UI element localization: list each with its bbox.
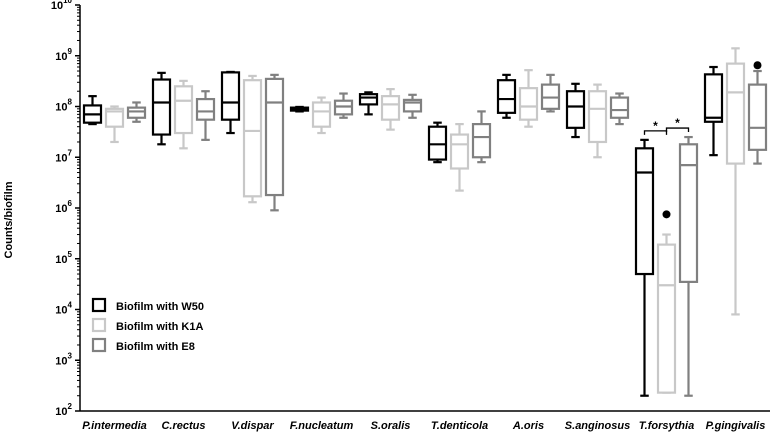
category-label: T.denticola xyxy=(431,420,488,432)
box-1-9 xyxy=(725,47,746,316)
y-tick-label: 102 xyxy=(55,402,72,418)
box-iqr xyxy=(104,107,125,128)
box-iqr xyxy=(609,96,630,119)
box-0-0 xyxy=(82,95,103,126)
significance-markers: * * xyxy=(643,116,690,135)
category-label: F.nucleatum xyxy=(290,420,354,432)
box-iqr xyxy=(195,97,216,121)
box-iqr xyxy=(126,106,147,119)
category-label: C.rectus xyxy=(161,420,205,432)
box-1-4 xyxy=(380,88,401,131)
y-tick-labels: 102 103 104 105 106 107 108 109 1010 xyxy=(51,0,80,418)
legend-swatch xyxy=(91,317,107,333)
box-iqr xyxy=(496,79,517,114)
significance-bracket: * xyxy=(643,119,668,135)
box-iqr xyxy=(242,79,263,198)
legend-swatch xyxy=(91,337,107,353)
box-1-5 xyxy=(449,122,470,192)
box-iqr xyxy=(747,83,768,151)
box-0-8 xyxy=(634,138,655,397)
y-tick-label: 105 xyxy=(55,250,72,266)
box-1-6 xyxy=(518,69,539,128)
category-label: S.oralis xyxy=(371,420,411,432)
category-label: P.intermedia xyxy=(82,420,147,432)
outlier-point xyxy=(753,61,762,70)
box-1-8 xyxy=(656,233,677,394)
box-2-4 xyxy=(402,93,423,119)
box-2-8 xyxy=(678,135,699,397)
box-2-5 xyxy=(471,110,492,164)
box-0-9 xyxy=(703,65,724,157)
box-iqr xyxy=(634,147,655,276)
y-tick-label: 104 xyxy=(55,301,72,317)
category-label: S.anginosus xyxy=(565,420,630,432)
y-tick-label: 107 xyxy=(55,148,72,164)
box-iqr xyxy=(471,122,492,159)
significance-label: * xyxy=(653,119,658,133)
box-iqr xyxy=(220,71,241,121)
legend: Biofilm with W50 Biofilm with K1A Biofilm … xyxy=(91,297,204,353)
box-0-6 xyxy=(496,73,517,119)
box-iqr xyxy=(151,78,172,136)
box-1-2 xyxy=(242,74,263,204)
category-label: T.forsythia xyxy=(639,420,694,432)
box-iqr xyxy=(703,73,724,123)
box-2-1 xyxy=(195,90,216,141)
box-0-3 xyxy=(289,105,310,113)
box-plots xyxy=(82,47,768,397)
outlier-point xyxy=(662,210,671,219)
category-label: V.dispar xyxy=(231,420,274,432)
box-iqr xyxy=(656,243,677,394)
category-label: P.gingivalis xyxy=(706,420,766,432)
legend-swatch xyxy=(91,297,107,313)
box-iqr xyxy=(427,125,448,161)
y-tick-label: 108 xyxy=(55,98,72,114)
box-2-9 xyxy=(747,69,768,165)
box-1-0 xyxy=(104,105,125,144)
legend-label: Biofilm with E8 xyxy=(116,341,195,353)
box-2-3 xyxy=(333,92,354,119)
box-1-1 xyxy=(173,79,194,150)
bracket-line xyxy=(643,130,668,135)
legend-label: Biofilm with W50 xyxy=(116,301,204,313)
box-iqr xyxy=(449,133,470,170)
box-iqr xyxy=(402,98,423,113)
box-iqr xyxy=(518,87,539,121)
box-iqr xyxy=(173,85,194,135)
box-iqr xyxy=(565,90,586,129)
box-2-7 xyxy=(609,92,630,126)
y-axis-label: Counts/biofilm xyxy=(3,181,15,258)
box-iqr xyxy=(725,62,746,165)
box-2-6 xyxy=(540,73,561,113)
box-iqr xyxy=(587,90,608,144)
y-tick-label: 106 xyxy=(55,199,72,215)
box-1-3 xyxy=(311,96,332,135)
box-0-7 xyxy=(565,82,586,139)
category-label: A.oris xyxy=(512,420,544,432)
box-2-2 xyxy=(264,73,285,212)
box-0-1 xyxy=(151,71,172,146)
significance-bracket: * xyxy=(665,116,690,133)
bracket-line xyxy=(665,127,690,133)
significance-label: * xyxy=(675,116,680,130)
box-iqr xyxy=(380,95,401,121)
box-0-2 xyxy=(220,70,241,135)
y-tick-label: 103 xyxy=(55,351,72,367)
box-1-7 xyxy=(587,83,608,159)
box-0-5 xyxy=(427,121,448,164)
category-labels: P.intermedia C.rectus V.dispar F.nucleatum S… xyxy=(82,420,765,432)
box-iqr xyxy=(264,77,285,197)
y-tick-label: 1010 xyxy=(51,0,73,12)
box-2-0 xyxy=(126,101,147,123)
legend-label: Biofilm with K1A xyxy=(116,321,203,333)
box-iqr xyxy=(311,101,332,128)
box-iqr xyxy=(678,143,699,283)
y-tick-label: 109 xyxy=(55,47,72,63)
box-iqr xyxy=(358,93,379,106)
box-0-4 xyxy=(358,91,379,116)
